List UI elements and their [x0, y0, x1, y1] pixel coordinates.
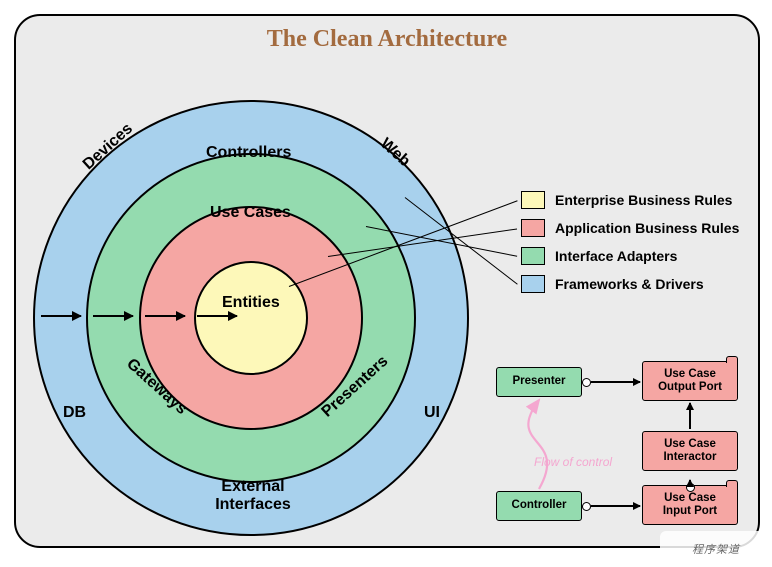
legend-row-2: Interface Adapters: [521, 247, 739, 265]
legend-swatch: [521, 219, 545, 237]
inward-arrow-2: [145, 315, 185, 317]
legend-label: Application Business Rules: [555, 220, 739, 236]
inward-arrow-3: [197, 315, 237, 317]
legend-label: Enterprise Business Rules: [555, 192, 732, 208]
legend: Enterprise Business Rules Application Bus…: [521, 191, 739, 303]
legend-swatch: [521, 275, 545, 293]
label-controllers: Controllers: [206, 144, 291, 162]
diagram-frame: The Clean Architecture ExternalInterface…: [14, 14, 760, 548]
legend-label: Interface Adapters: [555, 248, 677, 264]
legend-row-3: Frameworks & Drivers: [521, 275, 739, 293]
label-usecases: Use Cases: [210, 204, 291, 222]
legend-row-1: Application Business Rules: [521, 219, 739, 237]
flow-of-control-diagram: PresenterUse CaseOutput PortUse CaseInte…: [496, 349, 746, 539]
ring-yellow: [194, 261, 308, 375]
watermark: 程序架道: [660, 531, 772, 567]
legend-row-0: Enterprise Business Rules: [521, 191, 739, 209]
legend-swatch: [521, 191, 545, 209]
label-db: DB: [63, 404, 86, 422]
legend-label: Frameworks & Drivers: [555, 276, 704, 292]
flow-label: Flow of control: [534, 455, 612, 469]
label-entities: Entities: [222, 294, 280, 312]
inward-arrow-1: [93, 315, 133, 317]
label-external-interfaces: ExternalInterfaces: [183, 478, 323, 513]
flow-curve: [496, 349, 746, 539]
page-title: The Clean Architecture: [16, 26, 758, 53]
label-ui: UI: [424, 404, 440, 422]
legend-swatch: [521, 247, 545, 265]
inward-arrow-0: [41, 315, 81, 317]
